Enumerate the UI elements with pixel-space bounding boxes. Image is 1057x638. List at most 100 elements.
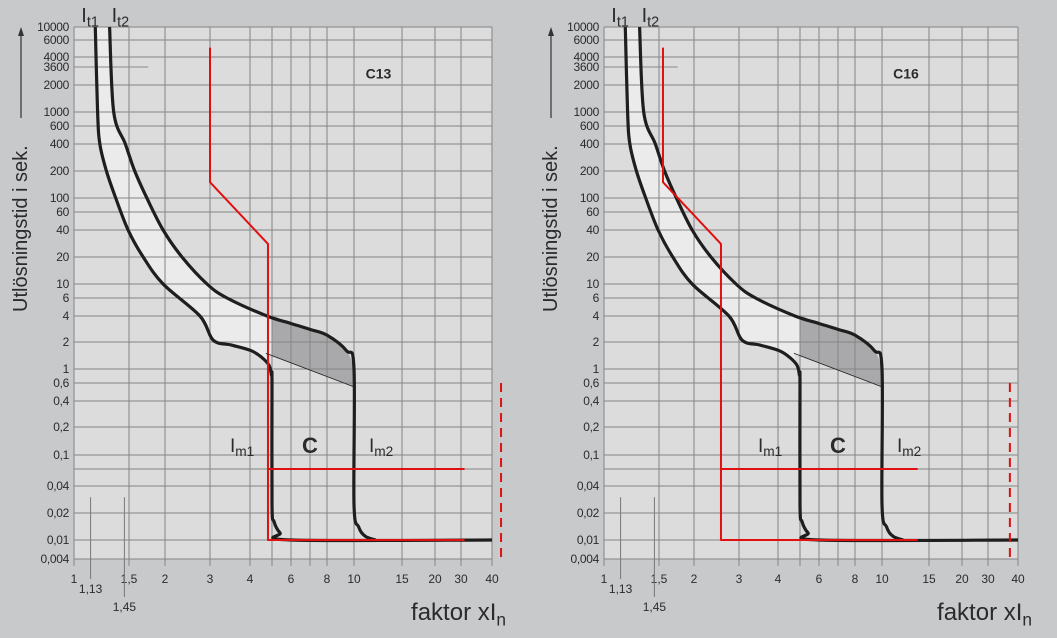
y-tick-label: 40 bbox=[56, 223, 69, 237]
y-tick-label: 2 bbox=[63, 335, 70, 349]
chart-title: C13 bbox=[366, 66, 392, 82]
y-tick-label: 200 bbox=[580, 164, 600, 178]
series-it1 bbox=[623, 26, 1019, 543]
x-tick-label: 20 bbox=[428, 572, 442, 586]
y-tick-label: 2000 bbox=[574, 78, 600, 92]
region-label-c: C bbox=[830, 433, 846, 458]
plot-area bbox=[604, 27, 1018, 559]
x-tick-label: 15 bbox=[395, 572, 409, 586]
y-tick-label: 3600 bbox=[574, 60, 600, 74]
y-tick-label: 0,2 bbox=[583, 420, 599, 434]
y-tick-label: 2000 bbox=[44, 78, 70, 92]
shaded-region-boundary bbox=[793, 352, 883, 388]
x-tick-label: 4 bbox=[775, 572, 782, 586]
x-tick-label: 1,5 bbox=[121, 572, 138, 586]
y-tick-label: 1 bbox=[63, 362, 70, 376]
y-tick-label: 4 bbox=[593, 309, 600, 323]
y-tick-label: 0,04 bbox=[47, 479, 70, 493]
y-tick-label: 0,2 bbox=[53, 420, 69, 434]
x-axis-label-sub: n bbox=[496, 609, 506, 629]
x-tick-label: 40 bbox=[485, 572, 499, 586]
y-tick-label: 1000 bbox=[574, 105, 600, 119]
x-axis-label: faktor xIn bbox=[411, 599, 506, 629]
y-tick-label: 1000 bbox=[44, 105, 70, 119]
y-tick-label: 0,02 bbox=[47, 506, 70, 520]
y-tick-label: 1 bbox=[593, 362, 600, 376]
region-label-im2-sub: m2 bbox=[374, 444, 393, 459]
series-it2 bbox=[637, 26, 904, 542]
x-tick-label: 1,5 bbox=[651, 572, 668, 586]
y-tick-label: 0,004 bbox=[40, 552, 69, 566]
y-tick-label: 0,04 bbox=[577, 479, 600, 493]
curve-label-it2-sub: t2 bbox=[647, 14, 659, 30]
x-tick-label: 10 bbox=[875, 572, 889, 586]
y-tick-label: 0,01 bbox=[577, 533, 600, 547]
region-label-im1: Im1 bbox=[230, 436, 254, 459]
y-tick-label: 10 bbox=[586, 277, 599, 291]
x-axis-label-main: faktor xI bbox=[937, 599, 1022, 626]
y-tick-label: 3600 bbox=[44, 60, 70, 74]
y-tick-label: 6000 bbox=[44, 33, 70, 47]
y-tick-label: 400 bbox=[50, 137, 70, 151]
x-tick-label: 6 bbox=[288, 572, 295, 586]
x-axis-label-sub: n bbox=[1022, 609, 1032, 629]
y-tick-label: 4 bbox=[63, 309, 70, 323]
y-tick-label: 0,1 bbox=[583, 448, 599, 462]
y-axis-arrow-head-icon bbox=[548, 27, 554, 36]
x-axis-label-main: faktor xI bbox=[411, 599, 496, 626]
region-label-im2-main: I bbox=[897, 436, 902, 457]
y-tick-label: 600 bbox=[580, 119, 600, 133]
shaded-region-boundary bbox=[265, 352, 355, 388]
curve-label-it2-sub: t2 bbox=[117, 14, 129, 30]
region-label-im2-main: I bbox=[369, 436, 374, 457]
y-tick-label: 40 bbox=[586, 223, 599, 237]
curve-label-it2-main: I bbox=[642, 5, 648, 27]
curve-label-it1: It1 bbox=[81, 5, 99, 30]
x-tick-label: 6 bbox=[816, 572, 823, 586]
region-label-im1: Im1 bbox=[758, 436, 782, 459]
series-c16-limit bbox=[661, 47, 918, 541]
y-tick-label: 0,6 bbox=[583, 376, 599, 390]
region-label-c: C bbox=[302, 433, 318, 458]
x-tick-label: 15 bbox=[922, 572, 936, 586]
region-label-im1-sub: m1 bbox=[763, 444, 782, 459]
y-tick-label: 4000 bbox=[44, 50, 70, 64]
x-marker-label: 1,13 bbox=[609, 582, 633, 596]
x-tick-label: 1 bbox=[601, 572, 608, 586]
y-tick-label: 10000 bbox=[567, 20, 599, 34]
region-label-im1-main: I bbox=[230, 436, 235, 457]
chart-title: C16 bbox=[893, 66, 919, 82]
x-marker-label: 1,45 bbox=[113, 600, 137, 614]
y-tick-label: 600 bbox=[50, 119, 70, 133]
y-tick-label: 0,004 bbox=[570, 552, 599, 566]
x-tick-label: 3 bbox=[736, 572, 743, 586]
curve-label-it2: It2 bbox=[642, 5, 660, 30]
y-tick-label: 100 bbox=[580, 191, 600, 205]
x-tick-label: 8 bbox=[852, 572, 859, 586]
x-tick-label: 1 bbox=[71, 572, 78, 586]
y-tick-label: 60 bbox=[586, 205, 599, 219]
curve-label-it1-sub: t1 bbox=[617, 14, 629, 30]
x-tick-label: 30 bbox=[454, 572, 468, 586]
y-tick-label: 10 bbox=[56, 277, 69, 291]
x-tick-label: 2 bbox=[162, 572, 169, 586]
region-label-im1-sub: m1 bbox=[235, 444, 254, 459]
y-tick-label: 4000 bbox=[574, 50, 600, 64]
y-tick-label: 6 bbox=[63, 291, 70, 305]
x-marker-label: 1,45 bbox=[643, 600, 667, 614]
series-c13-limit bbox=[209, 47, 465, 541]
series-it1 bbox=[93, 26, 493, 543]
y-tick-label: 0,02 bbox=[577, 506, 600, 520]
curve-label-it2-main: I bbox=[112, 5, 118, 27]
x-tick-label: 8 bbox=[324, 572, 331, 586]
y-tick-label: 400 bbox=[580, 137, 600, 151]
curve-label-it1: It1 bbox=[611, 5, 629, 30]
y-tick-label: 10000 bbox=[37, 20, 69, 34]
region-label-im2-sub: m2 bbox=[902, 444, 921, 459]
curve-label-it1-main: I bbox=[81, 5, 87, 27]
x-tick-label: 2 bbox=[691, 572, 698, 586]
curve-label-it2: It2 bbox=[112, 5, 130, 30]
y-tick-label: 0,4 bbox=[583, 394, 599, 408]
y-tick-label: 20 bbox=[56, 250, 69, 264]
